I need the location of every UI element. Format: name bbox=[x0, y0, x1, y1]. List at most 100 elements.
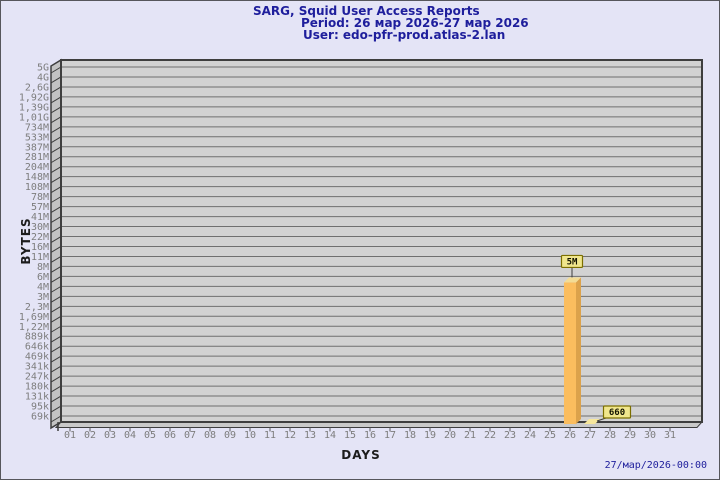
y-axis-tick bbox=[50, 176, 62, 184]
y-axis-tick-label: 108M bbox=[25, 182, 49, 193]
x-axis-tick-label: 23 bbox=[504, 430, 516, 441]
x-axis-tick-label: 12 bbox=[284, 430, 296, 441]
y-axis-tick bbox=[50, 335, 62, 343]
x-axis-tick-label: 02 bbox=[84, 430, 96, 441]
x-axis-tick-label: 05 bbox=[144, 430, 156, 441]
bar-side-day-26 bbox=[576, 277, 581, 424]
y-axis-tick-label: 1,39G bbox=[19, 102, 49, 113]
y-axis-tick bbox=[50, 365, 62, 373]
y-axis-tick bbox=[50, 395, 62, 403]
y-axis-tick-label: 1,92G bbox=[19, 92, 49, 103]
y-axis-tick bbox=[50, 146, 62, 154]
y-axis-tick bbox=[50, 415, 62, 423]
x-axis-tick-label: 03 bbox=[104, 430, 116, 441]
y-axis-tick-label: 3M bbox=[37, 292, 49, 303]
x-axis-tick-label: 28 bbox=[604, 430, 616, 441]
y-axis-tick-label: 4M bbox=[37, 282, 49, 293]
y-axis-tick bbox=[50, 405, 62, 413]
y-axis-tick bbox=[50, 275, 62, 283]
y-axis-tick bbox=[50, 156, 62, 164]
y-axis-tick-label: 1,01G bbox=[19, 112, 49, 123]
y-axis-tick-label: 95k bbox=[31, 402, 49, 413]
y-axis-tick-label: 57M bbox=[31, 202, 49, 213]
y-axis-tick bbox=[50, 126, 62, 134]
y-axis-tick-label: 180k bbox=[25, 382, 49, 393]
y-axis-tick bbox=[50, 226, 62, 233]
y-axis-tick bbox=[50, 355, 62, 363]
x-axis-tick-label: 11 bbox=[264, 430, 276, 441]
x-axis-tick-label: 25 bbox=[544, 430, 556, 441]
bar-day-27 bbox=[584, 419, 600, 424]
x-axis-tick-label: 18 bbox=[404, 430, 416, 441]
y-axis-tick-label: 533M bbox=[25, 132, 49, 143]
y-axis-tick-label: 69k bbox=[31, 412, 49, 423]
bar-top-day-26 bbox=[564, 277, 581, 283]
x-axis-tick-label: 30 bbox=[644, 430, 656, 441]
y-axis-tick bbox=[50, 246, 62, 253]
x-axis-tick-label: 01 bbox=[64, 430, 76, 441]
y-axis-tick-label: 16M bbox=[31, 242, 49, 253]
y-axis-tick bbox=[50, 385, 62, 393]
y-axis-tick-label: 41M bbox=[31, 212, 49, 223]
x-axis-tick-label: 08 bbox=[204, 430, 216, 441]
y-axis-tick-label: 6M bbox=[37, 272, 49, 283]
bar-value-label-box bbox=[560, 254, 584, 269]
report-user: User: edo-pfr-prod.atlas-2.lan bbox=[303, 28, 506, 42]
y-axis-tick bbox=[50, 136, 62, 144]
y-axis-tick-label: 22M bbox=[31, 232, 49, 243]
x-axis-tick-label: 31 bbox=[664, 430, 676, 441]
y-axis-tick bbox=[50, 265, 62, 273]
y-axis-tick bbox=[50, 216, 62, 224]
bar-value-label-box bbox=[602, 405, 632, 419]
y-axis-tick bbox=[50, 375, 62, 383]
y-axis-tick-label: 148M bbox=[25, 172, 49, 183]
y-axis-tick-label: 889k bbox=[25, 332, 49, 343]
bar-value-label: 660 bbox=[609, 408, 625, 418]
x-axis-tick-label: 16 bbox=[364, 430, 376, 441]
y-axis-tick-label: 8M bbox=[37, 262, 49, 273]
y-axis-tick-label: 469k bbox=[25, 352, 49, 363]
y-axis-tick-label: 387M bbox=[25, 142, 49, 153]
y-axis-tick bbox=[50, 86, 62, 94]
y-axis-tick-label: 2,3M bbox=[25, 302, 49, 313]
y-axis-tick-label: 247k bbox=[25, 372, 49, 383]
report-period: Period: 26 мар 2026-27 мар 2026 bbox=[301, 16, 529, 30]
y-axis-tick-label: 78M bbox=[31, 192, 49, 203]
x-axis-tick-label: 27 bbox=[584, 430, 596, 441]
chart-left-wall bbox=[50, 58, 62, 430]
x-axis-tick-label: 09 bbox=[224, 430, 236, 441]
y-axis-tick bbox=[50, 76, 62, 84]
y-axis-tick bbox=[50, 236, 62, 243]
y-axis-tick bbox=[50, 66, 62, 74]
y-axis-tick bbox=[50, 106, 62, 114]
y-axis-tick bbox=[50, 96, 62, 104]
y-axis-tick bbox=[50, 325, 62, 333]
x-axis-tick-label: 17 bbox=[384, 430, 396, 441]
x-axis-tick-label: 13 bbox=[304, 430, 316, 441]
x-axis-tick-label: 04 bbox=[124, 430, 136, 441]
plot-area bbox=[60, 59, 703, 423]
x-axis-tick-label: 29 bbox=[624, 430, 636, 441]
y-axis-tick-label: 4G bbox=[37, 72, 49, 83]
y-axis-tick-label: 1,69M bbox=[19, 312, 49, 323]
x-axis-tick-label: 07 bbox=[184, 430, 196, 441]
y-axis-tick bbox=[50, 196, 62, 204]
y-axis-tick-label: 646k bbox=[25, 342, 49, 353]
x-axis-tick-label: 26 bbox=[564, 430, 576, 441]
y-axis-tick bbox=[50, 285, 62, 293]
x-axis-tick-label: 10 bbox=[244, 430, 256, 441]
y-axis-tick-label: 1,22M bbox=[19, 322, 49, 333]
y-axis-tick bbox=[50, 166, 62, 174]
x-axis-tick-label: 06 bbox=[164, 430, 176, 441]
y-axis-tick-label: 5G bbox=[37, 63, 49, 74]
bar-value-label: 5M bbox=[567, 257, 578, 267]
y-axis-tick-label: 30M bbox=[31, 222, 49, 233]
y-axis-tick bbox=[50, 345, 62, 353]
y-axis-tick-label: 131k bbox=[25, 392, 49, 403]
y-axis-tick-label: 281M bbox=[25, 152, 49, 163]
y-axis-tick-label: 341k bbox=[25, 362, 49, 373]
x-axis-tick-label: 21 bbox=[464, 430, 476, 441]
x-axis-tick-label: 20 bbox=[444, 430, 456, 441]
